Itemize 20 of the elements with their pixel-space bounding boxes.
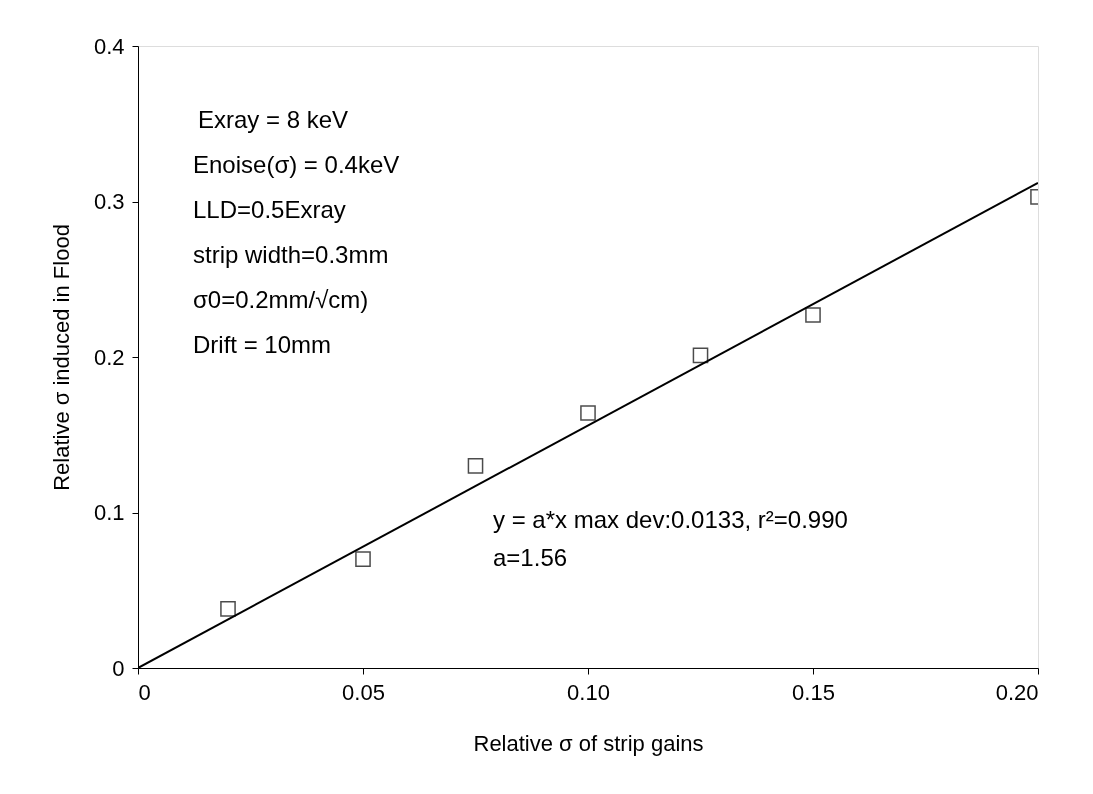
- annotation: Exray = 8 keV: [198, 106, 349, 133]
- y-axis-title: Relative σ induced in Flood: [48, 224, 74, 491]
- annotation: a=1.56: [493, 544, 568, 571]
- annotation: Enoise(σ) = 0.4keV: [193, 151, 400, 178]
- x-tick-label: 0.05: [342, 679, 385, 705]
- y-tick-label: 0: [112, 655, 125, 681]
- x-tick-label: 0.15: [792, 679, 835, 705]
- annotation: y = a*x max dev:0.0133, r²=0.990: [493, 506, 848, 533]
- x-axis-title: Relative σ of strip gains: [473, 730, 704, 756]
- y-tick-label: 0.2: [93, 344, 125, 370]
- annotation: LLD=0.5Exray: [193, 196, 346, 223]
- annotation: σ0=0.2mm/√cm): [193, 286, 369, 313]
- y-tick-label: 0.1: [93, 500, 125, 525]
- y-tick-label: 0.4: [93, 33, 125, 59]
- annotation: strip width=0.3mm: [193, 241, 389, 268]
- x-tick-label: 0.20: [995, 679, 1039, 705]
- y-tick-label: 0.3: [93, 189, 125, 214]
- annotation: Drift = 10mm: [193, 331, 332, 358]
- x-tick-label: 0.10: [567, 679, 610, 705]
- x-tick-label: 0: [138, 679, 151, 705]
